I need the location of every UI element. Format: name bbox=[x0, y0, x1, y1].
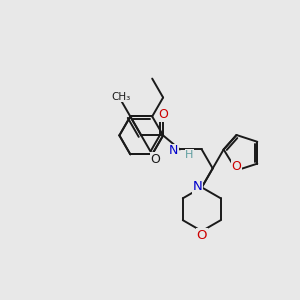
Text: O: O bbox=[232, 160, 242, 173]
Text: O: O bbox=[158, 109, 168, 122]
Text: N: N bbox=[193, 180, 202, 193]
Text: O: O bbox=[150, 153, 160, 166]
Text: CH₃: CH₃ bbox=[111, 92, 130, 102]
Text: H: H bbox=[185, 150, 194, 160]
Text: O: O bbox=[196, 229, 207, 242]
Text: N: N bbox=[169, 144, 178, 158]
